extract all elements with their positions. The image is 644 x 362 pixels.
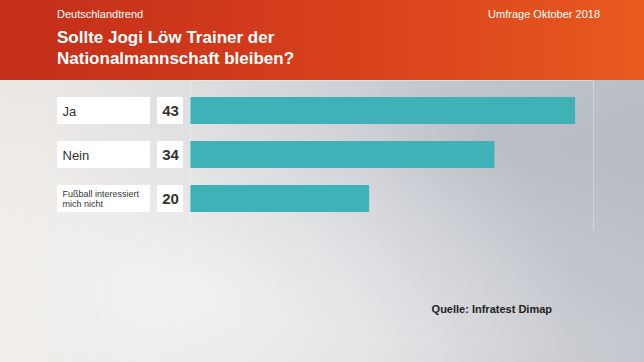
svg-text:Nein: Nein <box>63 148 90 163</box>
svg-text:Fußball interessiertmich nicht: Fußball interessiertmich nicht <box>63 189 140 209</box>
html-text:Sollte Jogi Löw Trainer der Na: Sollte Jogi Löw Trainer der Nationalmann… <box>57 28 295 68</box>
html-text:Quelle: Infratest Dimap: Quelle: Infratest Dimap <box>431 303 552 315</box>
svg-text:20: 20 <box>162 190 179 207</box>
svg-text:43: 43 <box>162 102 179 119</box>
svg-text:34: 34 <box>162 146 179 163</box>
html-text:Deutschlandtrend: Deutschlandtrend <box>57 8 144 20</box>
html-text:Umfrage Oktober 2018: Umfrage Oktober 2018 <box>488 8 600 20</box>
svg-text:Ja: Ja <box>63 104 78 119</box>
